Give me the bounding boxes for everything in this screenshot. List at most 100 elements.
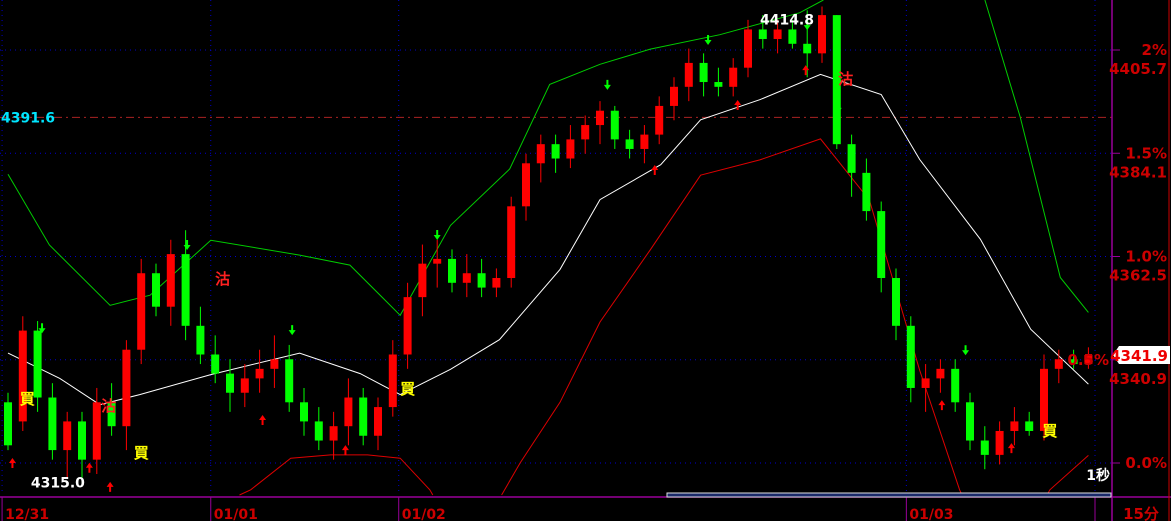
- candle-body: [1069, 359, 1078, 365]
- candle-body: [803, 43, 812, 54]
- candle-body: [566, 139, 575, 159]
- candle: [477, 258, 486, 298]
- up-arrow-icon: [106, 481, 114, 492]
- candle-body: [492, 278, 501, 288]
- candle: [1054, 349, 1063, 384]
- candle: [1010, 407, 1019, 446]
- up-arrow-icon: [651, 164, 659, 175]
- candle-body: [847, 144, 856, 173]
- candle: [670, 77, 678, 121]
- candle-body: [1084, 354, 1093, 365]
- candle: [744, 19, 752, 78]
- candle: [507, 196, 516, 288]
- candle-body: [107, 402, 116, 427]
- candle-body: [270, 359, 279, 369]
- candle-body: [33, 330, 42, 398]
- candle: [344, 378, 353, 446]
- candle-body: [1025, 421, 1034, 431]
- candle-body: [181, 254, 190, 326]
- sell-signal: 沽: [215, 270, 230, 288]
- candle: [300, 387, 308, 436]
- candle-body: [729, 67, 738, 87]
- candle: [4, 392, 12, 451]
- down-arrow-icon: [704, 34, 712, 45]
- candle-body: [359, 397, 368, 436]
- candle-body: [477, 273, 486, 288]
- candle: [314, 407, 323, 451]
- candle: [566, 125, 575, 169]
- candle: [877, 201, 886, 293]
- candle: [625, 129, 634, 159]
- candle-body: [818, 15, 826, 54]
- y-tick-price: 4405.7: [1109, 60, 1167, 78]
- lower-bollinger-band: [239, 138, 1089, 496]
- candle-body: [714, 82, 723, 87]
- y-tick-price: 4362.5: [1109, 267, 1167, 285]
- up-arrow-icon: [938, 400, 946, 411]
- candle: [522, 153, 530, 221]
- candle: [1040, 354, 1048, 441]
- candle-body: [314, 421, 323, 441]
- candle: [226, 359, 234, 412]
- candle-body: [936, 368, 945, 379]
- candle-body: [63, 421, 72, 451]
- candle: [862, 158, 871, 221]
- candle: [1025, 411, 1034, 436]
- candle-body: [773, 29, 782, 40]
- down-arrow-icon: [183, 240, 191, 251]
- horizontal-scrollbar[interactable]: [666, 492, 1112, 498]
- candle: [892, 268, 900, 341]
- candle-body: [551, 144, 560, 159]
- candle-body: [536, 144, 545, 164]
- plot-area: 買沽買沽買沽買4414.84315.0: [0, 0, 1112, 496]
- y-tick-percent: 0.0%: [1125, 454, 1167, 472]
- candle-body: [4, 402, 12, 446]
- candle: [418, 244, 427, 317]
- buy-signal: 買: [134, 444, 149, 462]
- candle-body: [18, 330, 27, 422]
- candle-body: [240, 378, 249, 393]
- up-arrow-icon: [341, 445, 349, 456]
- up-arrow-icon: [802, 65, 810, 76]
- candle: [921, 364, 930, 412]
- candle-body: [433, 258, 442, 264]
- candle-body: [832, 15, 841, 145]
- candle-body: [744, 29, 752, 68]
- candle: [329, 411, 338, 460]
- high-price-label: 4414.8: [760, 13, 814, 29]
- candle-body: [344, 397, 353, 427]
- candle-body: [892, 278, 900, 326]
- candle-body: [581, 125, 590, 140]
- candle: [1084, 347, 1093, 369]
- candle-body: [196, 325, 205, 355]
- candle-body: [951, 368, 960, 403]
- candle: [255, 349, 264, 393]
- candle: [78, 411, 86, 484]
- candle-body: [122, 349, 131, 427]
- candle-body: [507, 206, 516, 279]
- candle-body: [670, 86, 678, 106]
- last-price-box: [1113, 345, 1170, 364]
- candle: [951, 359, 960, 412]
- candle: [714, 67, 723, 97]
- candle-body: [788, 29, 797, 44]
- candle: [980, 426, 989, 470]
- candle: [92, 387, 101, 474]
- candle-body: [226, 373, 234, 393]
- candle: [18, 316, 27, 431]
- low-price-label: 4315.0: [31, 476, 85, 492]
- candle-body: [877, 211, 886, 279]
- candle: [684, 48, 693, 102]
- candle-body: [684, 62, 693, 87]
- up-arrow-icon: [734, 99, 742, 110]
- candle-body: [329, 426, 338, 441]
- candle: [551, 134, 560, 173]
- candle: [492, 268, 501, 298]
- candle: [107, 383, 116, 436]
- candle: [773, 19, 782, 54]
- candle: [448, 249, 456, 293]
- refresh-interval-label: 1秒: [1086, 467, 1110, 484]
- candle-body: [862, 172, 871, 212]
